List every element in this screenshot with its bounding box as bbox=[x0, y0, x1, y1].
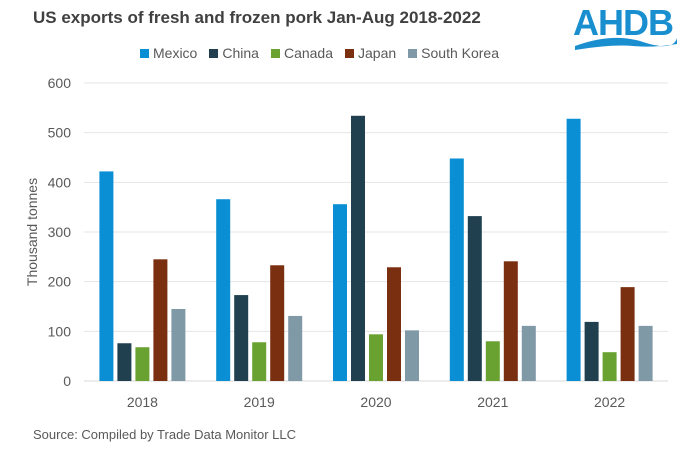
legend-item: Canada bbox=[270, 45, 333, 61]
y-tick-label: 200 bbox=[48, 274, 72, 290]
y-tick-label: 300 bbox=[48, 224, 72, 240]
bar-canada-2022 bbox=[602, 352, 617, 381]
bar-canada-2021 bbox=[485, 341, 500, 381]
bar-south-korea-2019 bbox=[288, 315, 303, 381]
legend-label: Mexico bbox=[153, 45, 198, 61]
x-tick-label: 2021 bbox=[477, 394, 508, 410]
legend-item: China bbox=[209, 45, 259, 61]
legend: Mexico China Canada Japan South Korea bbox=[140, 45, 499, 61]
bar-mexico-2019 bbox=[216, 199, 231, 381]
legend-swatch bbox=[270, 48, 280, 58]
bar-japan-2022 bbox=[620, 287, 635, 381]
bar-mexico-2022 bbox=[566, 118, 581, 381]
plot-area: 0 100 200 300 400 500 600 Thousand tonnes 2018 20… bbox=[24, 75, 668, 410]
bar-south-korea-2020 bbox=[405, 330, 419, 381]
bar-south-korea-2021 bbox=[521, 325, 536, 381]
bar-mexico-2018 bbox=[99, 171, 114, 381]
y-tick-label: 400 bbox=[48, 174, 72, 190]
legend-item: Japan bbox=[345, 45, 396, 61]
x-tick-label: 2019 bbox=[244, 394, 275, 410]
legend-label: China bbox=[222, 45, 259, 61]
x-tick-label: 2018 bbox=[127, 394, 158, 410]
legend-item: South Korea bbox=[408, 45, 499, 61]
bar-canada-2020 bbox=[369, 334, 383, 381]
logo-wave-icon bbox=[575, 37, 677, 50]
legend-item: Mexico bbox=[140, 45, 197, 61]
legend-swatch bbox=[140, 48, 149, 58]
y-tick-label: 0 bbox=[63, 373, 71, 389]
legend-label: Canada bbox=[283, 45, 333, 61]
legend-swatch bbox=[345, 48, 354, 58]
y-tick-label: 500 bbox=[48, 125, 72, 141]
chart-title: US exports of fresh and frozen pork Jan-… bbox=[33, 8, 481, 27]
bar-china-2018 bbox=[117, 343, 132, 381]
y-axis-label: Thousand tonnes bbox=[24, 178, 40, 286]
bar-japan-2021 bbox=[503, 261, 518, 381]
bar-china-2022 bbox=[584, 321, 599, 381]
bar-china-2020 bbox=[351, 115, 365, 381]
bar-japan-2018 bbox=[153, 259, 168, 381]
bar-canada-2018 bbox=[135, 347, 150, 381]
bar-south-korea-2018 bbox=[171, 308, 186, 381]
bar-mexico-2021 bbox=[449, 158, 464, 381]
bar-south-korea-2022 bbox=[638, 325, 653, 381]
legend-swatch bbox=[408, 48, 418, 58]
ahdb-logo: AHDB bbox=[573, 2, 677, 52]
y-tick-label: 100 bbox=[48, 323, 72, 339]
legend-label: South Korea bbox=[421, 45, 499, 61]
legend-label: Japan bbox=[358, 45, 397, 61]
y-tick-label: 600 bbox=[48, 75, 72, 91]
bar-canada-2019 bbox=[252, 342, 267, 381]
bar-china-2019 bbox=[234, 295, 249, 381]
legend-swatch bbox=[209, 48, 219, 58]
bar-japan-2019 bbox=[270, 265, 285, 381]
bar-china-2021 bbox=[467, 216, 482, 381]
source-note: Source: Compiled by Trade Data Monitor L… bbox=[33, 427, 297, 442]
x-tick-label: 2022 bbox=[594, 394, 625, 410]
logo-text: AHDB bbox=[573, 2, 674, 43]
bar-japan-2020 bbox=[387, 267, 401, 381]
x-tick-label: 2020 bbox=[360, 394, 391, 410]
bar-mexico-2020 bbox=[333, 204, 347, 381]
